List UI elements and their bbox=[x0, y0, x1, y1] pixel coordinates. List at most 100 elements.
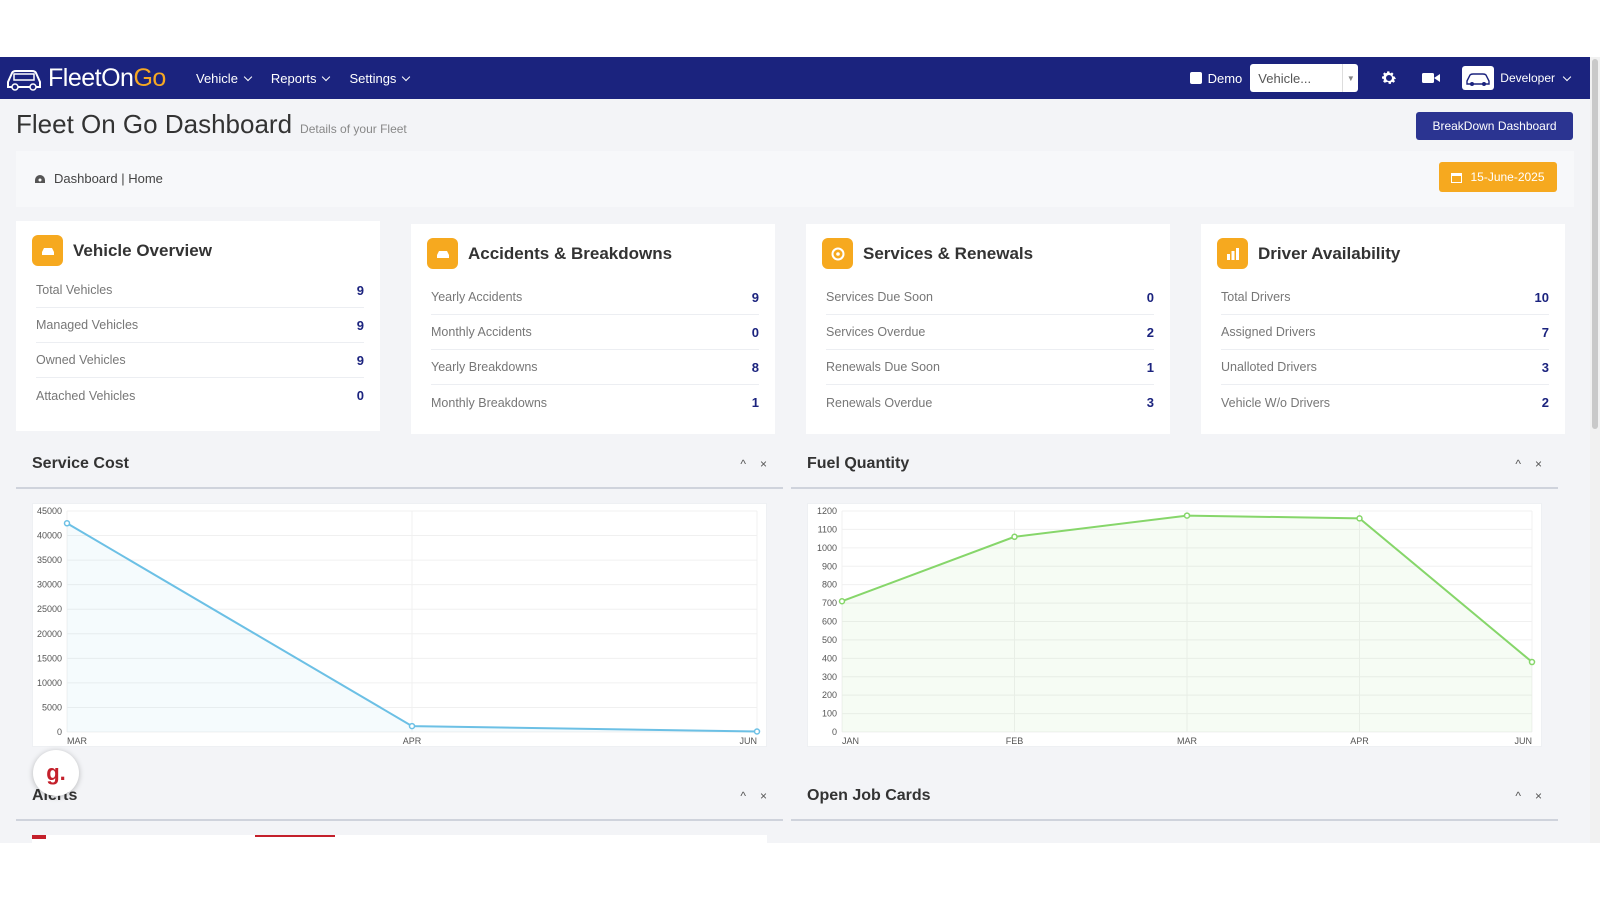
x-tick-label: JAN bbox=[842, 736, 859, 746]
alerts-panel: Alerts ^× bbox=[16, 773, 783, 843]
collapse-icon[interactable]: ^ bbox=[1515, 457, 1521, 471]
data-point bbox=[753, 728, 761, 735]
stat-row: Vehicle W/o Drivers 2 bbox=[1221, 395, 1549, 410]
y-tick-label: 1000 bbox=[817, 543, 837, 553]
breadcrumb[interactable]: Dashboard | Home bbox=[34, 171, 163, 186]
y-tick-label: 5000 bbox=[42, 702, 62, 712]
stat-row: Services Overdue 2 bbox=[826, 315, 1154, 350]
y-tick-label: 25000 bbox=[37, 604, 62, 614]
y-tick-label: 0 bbox=[57, 727, 62, 737]
y-tick-label: 45000 bbox=[37, 506, 62, 516]
y-tick-label: 600 bbox=[822, 617, 837, 627]
alert-bar bbox=[255, 835, 335, 837]
page-title-block: Fleet On Go Dashboard Details of your Fl… bbox=[16, 109, 407, 140]
gear-icon[interactable] bbox=[1378, 67, 1400, 89]
top-navbar: FleetOnGo Vehicle Reports Settings Demo … bbox=[0, 57, 1590, 99]
close-icon[interactable]: × bbox=[759, 457, 767, 471]
data-point bbox=[63, 520, 71, 527]
stat-row: Yearly Breakdowns 8 bbox=[431, 350, 759, 385]
date-picker-button[interactable]: 15-June-2025 bbox=[1439, 162, 1557, 192]
main-menu: Vehicle Reports Settings bbox=[196, 57, 411, 99]
demo-label: Demo bbox=[1207, 70, 1243, 86]
y-tick-label: 1100 bbox=[818, 524, 837, 534]
stat-row: Yearly Accidents 9 bbox=[431, 280, 759, 315]
y-tick-label: 100 bbox=[822, 709, 837, 719]
data-point bbox=[1183, 512, 1191, 519]
service-cost-svg: 0 5000 10000 15000 20000 25000 30000 35000 40000… bbox=[37, 506, 761, 746]
menu-settings[interactable]: Settings bbox=[349, 71, 411, 86]
menu-vehicle[interactable]: Vehicle bbox=[196, 71, 253, 86]
x-tick-label: APR bbox=[403, 736, 422, 746]
date-label: 15-June-2025 bbox=[1470, 170, 1545, 184]
vehicle-select-value: Vehicle... bbox=[1258, 70, 1312, 86]
demo-checkbox[interactable] bbox=[1189, 72, 1202, 84]
y-tick-label: 700 bbox=[822, 598, 837, 608]
breadcrumb-bar: Dashboard | Home 15-June-2025 bbox=[16, 151, 1574, 207]
stat-row: Renewals Due Soon 1 bbox=[826, 350, 1154, 385]
close-icon[interactable]: × bbox=[759, 789, 767, 803]
stat-row: Assigned Drivers 7 bbox=[1221, 315, 1549, 350]
app-logo[interactable]: FleetOnGo bbox=[4, 64, 166, 92]
fuel-quantity-panel: Fuel Quantity ^ × 0 100 200 300 400 500 600 700 8… bbox=[791, 441, 1558, 761]
data-point bbox=[838, 597, 846, 605]
y-tick-label: 800 bbox=[822, 580, 837, 590]
x-tick-label: FEB bbox=[1006, 736, 1024, 746]
y-tick-label: 400 bbox=[822, 653, 837, 663]
assistant-fab-button[interactable]: g. bbox=[33, 750, 79, 796]
x-tick-label: MAR bbox=[1177, 736, 1198, 746]
y-tick-label: 200 bbox=[822, 690, 837, 700]
data-point bbox=[1528, 658, 1536, 666]
stat-row: Monthly Accidents 0 bbox=[431, 315, 759, 350]
menu-reports[interactable]: Reports bbox=[271, 71, 331, 86]
demo-toggle[interactable]: Demo bbox=[1189, 70, 1243, 86]
collapse-icon[interactable]: ^ bbox=[740, 789, 746, 803]
stat-row: Services Due Soon 0 bbox=[826, 280, 1154, 315]
close-icon[interactable]: × bbox=[1534, 457, 1542, 471]
series-area bbox=[842, 515, 1532, 732]
series-area bbox=[67, 523, 757, 732]
services-renewals-card: Services & Renewals Services Due Soon 0 S… bbox=[806, 224, 1170, 434]
x-tick-label: JUN bbox=[740, 736, 758, 746]
y-tick-label: 35000 bbox=[37, 555, 62, 565]
car-icon bbox=[32, 235, 63, 266]
y-tick-label: 10000 bbox=[37, 678, 62, 688]
collapse-icon[interactable]: ^ bbox=[1515, 789, 1521, 803]
service-cost-chart: 0 5000 10000 15000 20000 25000 30000 35000 40000… bbox=[32, 503, 767, 747]
driver-availability-card: Driver Availability Total Drivers 10 Assi… bbox=[1201, 224, 1565, 434]
card-title: Vehicle Overview bbox=[73, 240, 212, 260]
y-tick-label: 300 bbox=[822, 672, 837, 682]
user-name: Developer bbox=[1500, 71, 1555, 85]
chevron-down-icon bbox=[322, 72, 331, 81]
service-cost-panel: Service Cost ^ × 0 5000 10000 15000 20000 2500… bbox=[16, 441, 783, 761]
scrollbar-thumb[interactable] bbox=[1592, 59, 1598, 429]
calendar-icon bbox=[1451, 172, 1463, 183]
stat-row: Total Drivers 10 bbox=[1221, 280, 1549, 315]
y-tick-label: 900 bbox=[822, 561, 837, 571]
vehicle-select[interactable]: Vehicle... ▼ bbox=[1250, 64, 1359, 92]
user-menu[interactable]: Developer bbox=[1462, 66, 1572, 90]
collapse-icon[interactable]: ^ bbox=[740, 457, 746, 471]
x-tick-label: APR bbox=[1350, 736, 1369, 746]
chart-icon bbox=[1217, 238, 1248, 269]
breakdown-dashboard-button[interactable]: BreakDown Dashboard bbox=[1416, 112, 1573, 140]
y-tick-label: 15000 bbox=[37, 653, 62, 663]
car-crash-icon bbox=[427, 238, 458, 269]
card-title: Services & Renewals bbox=[863, 243, 1034, 263]
close-icon[interactable]: × bbox=[1534, 789, 1542, 803]
page-scrollbar[interactable] bbox=[1590, 57, 1600, 843]
y-tick-label: 20000 bbox=[37, 629, 62, 639]
data-point bbox=[1011, 533, 1018, 541]
card-title: Accidents & Breakdowns bbox=[468, 243, 673, 263]
page-subtitle: Details of your Fleet bbox=[300, 122, 407, 136]
x-tick-label: JUN bbox=[1515, 736, 1533, 746]
panel-title: Fuel Quantity bbox=[807, 455, 910, 472]
stat-row: Unalloted Drivers 3 bbox=[1221, 350, 1549, 385]
stat-row: Renewals Overdue 3 bbox=[826, 395, 1154, 410]
accidents-breakdowns-card: Accidents & Breakdowns Yearly Accidents 9… bbox=[411, 224, 775, 434]
video-camera-icon[interactable] bbox=[1420, 67, 1442, 89]
open-job-cards-panel: Open Job Cards ^ × bbox=[791, 773, 1558, 843]
alerts-content bbox=[32, 835, 767, 843]
gauge-icon bbox=[822, 238, 853, 269]
vehicle-overview-card: Vehicle Overview Total Vehicles 9 Managed… bbox=[16, 221, 380, 431]
dropdown-arrow-icon: ▼ bbox=[1342, 64, 1358, 92]
